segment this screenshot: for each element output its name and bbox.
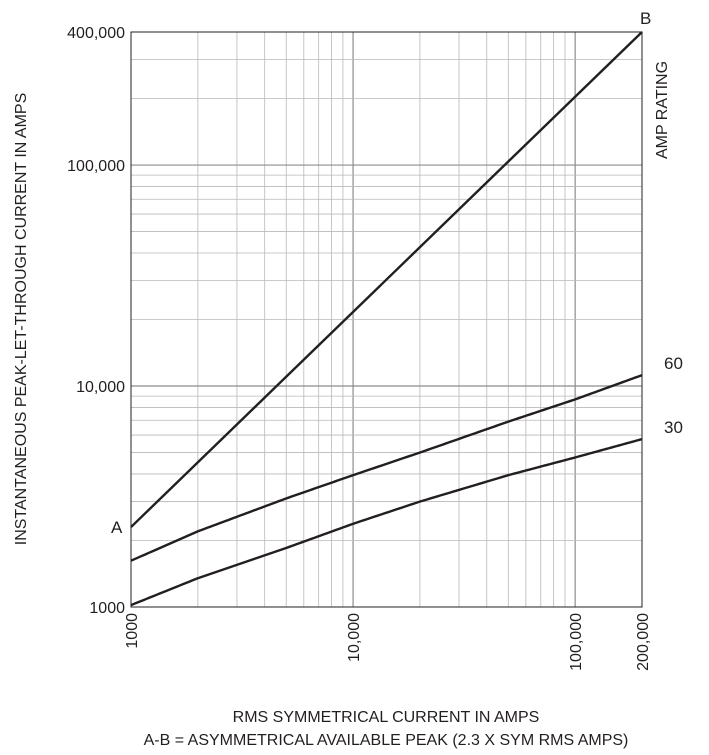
y-tick-labels: 1000 10,000 100,000 400,000 — [67, 25, 125, 617]
right-axis-title: AMP RATING — [654, 61, 671, 159]
x-axis-title: RMS SYMMETRICAL CURRENT IN AMPS — [233, 709, 540, 726]
curve-60 — [130, 374, 643, 562]
x-tick-label: 10,000 — [346, 613, 363, 662]
curve-start-label: A — [111, 518, 123, 537]
x-tick-label: 100,000 — [568, 613, 585, 671]
curve-a-b — [130, 31, 643, 528]
x-tick-label: 1000 — [124, 613, 141, 649]
y-tick-label: 400,000 — [67, 25, 125, 42]
y-tick-label: 100,000 — [67, 158, 125, 175]
chart-caption: A-B = ASYMMETRICAL AVAILABLE PEAK (2.3 X… — [144, 732, 629, 749]
curve-end-label: 30 — [664, 418, 683, 437]
curve-30 — [130, 437, 643, 607]
y-tick-label: 10,000 — [76, 379, 125, 396]
y-tick-label: 1000 — [89, 600, 125, 617]
plot-frame — [130, 31, 643, 608]
y-axis-title: INSTANTANEOUS PEAK-LET-THROUGH CURRENT I… — [13, 93, 30, 546]
x-tick-labels: 1000 10,000 100,000 200,000 — [124, 613, 652, 671]
curve-end-label: 60 — [664, 354, 683, 373]
series-layer — [130, 31, 643, 607]
curve-end-label: B — [640, 9, 651, 28]
grid — [131, 32, 642, 607]
x-tick-label: 200,000 — [635, 613, 652, 671]
curve-end-labels: A B 60 30 — [111, 9, 683, 537]
